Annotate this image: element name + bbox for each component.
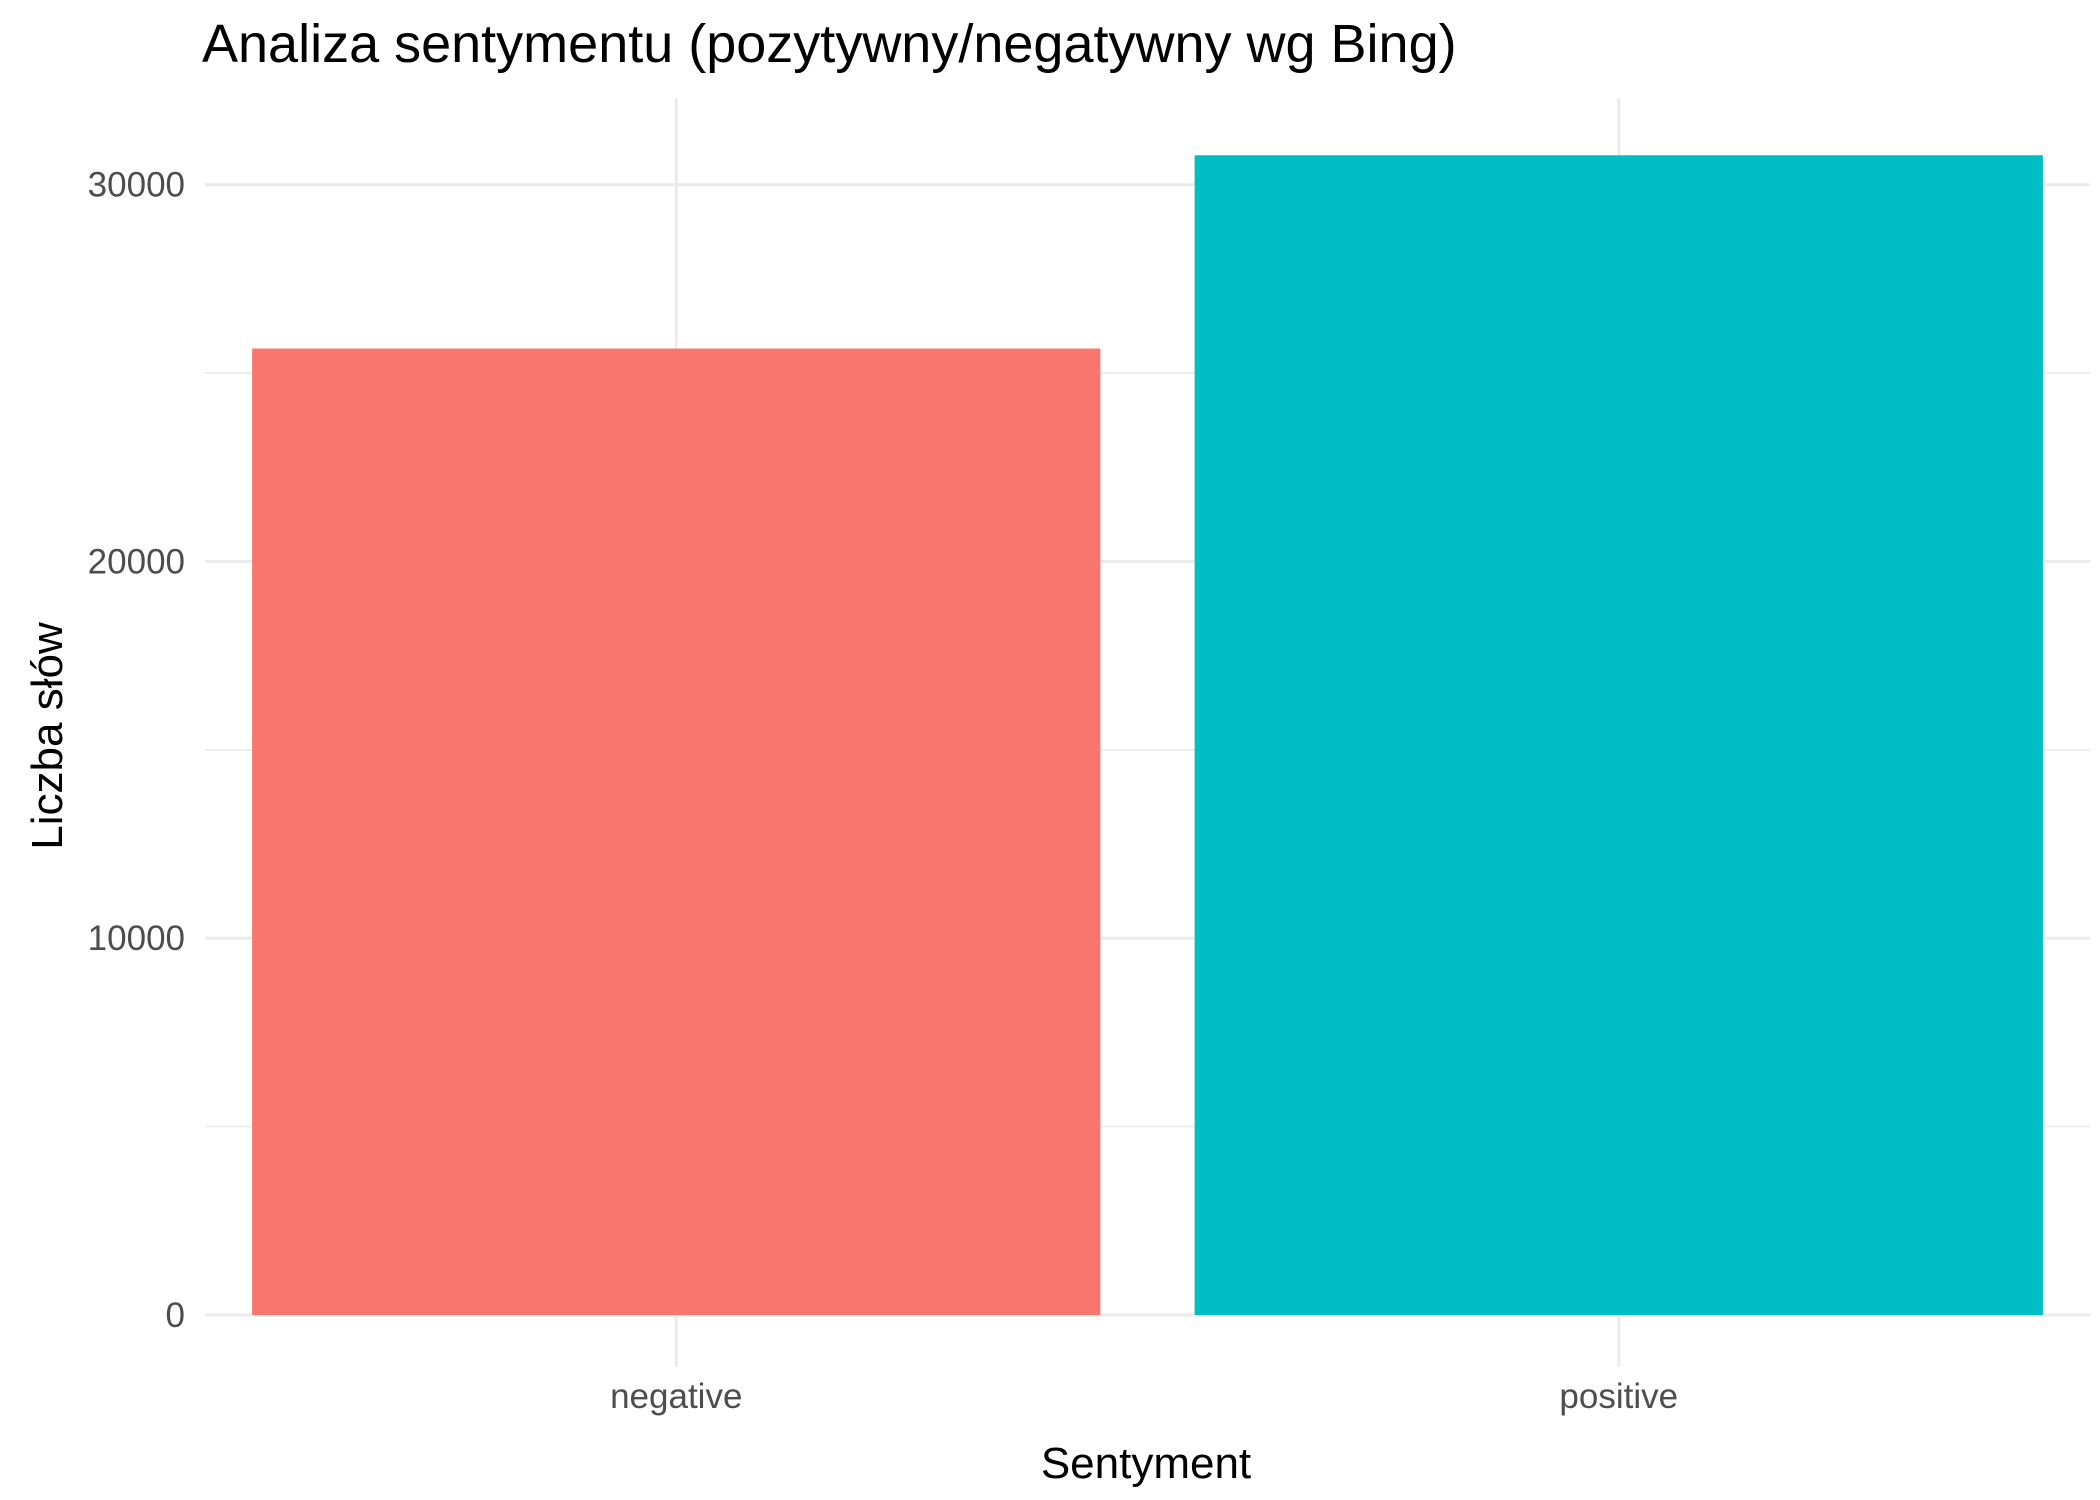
x-tick-label: negative bbox=[610, 1377, 742, 1416]
y-axis-ticks: 0 10000 20000 30000 bbox=[88, 166, 185, 1335]
x-axis-ticks: negative positive bbox=[610, 1377, 1678, 1416]
bar-positive bbox=[1194, 155, 2043, 1315]
y-tick-label: 0 bbox=[166, 1296, 185, 1335]
y-axis-title: Liczba słów bbox=[23, 622, 72, 850]
bars bbox=[252, 155, 2043, 1315]
x-tick-label: positive bbox=[1559, 1377, 1678, 1416]
bar-negative bbox=[252, 348, 1101, 1315]
y-tick-label: 20000 bbox=[88, 542, 185, 581]
x-axis-title: Sentyment bbox=[1041, 1439, 1251, 1488]
y-tick-label: 30000 bbox=[88, 166, 185, 205]
y-tick-label: 10000 bbox=[88, 919, 185, 958]
chart-title: Analiza sentymentu (pozytywny/negatywny … bbox=[202, 14, 1457, 74]
